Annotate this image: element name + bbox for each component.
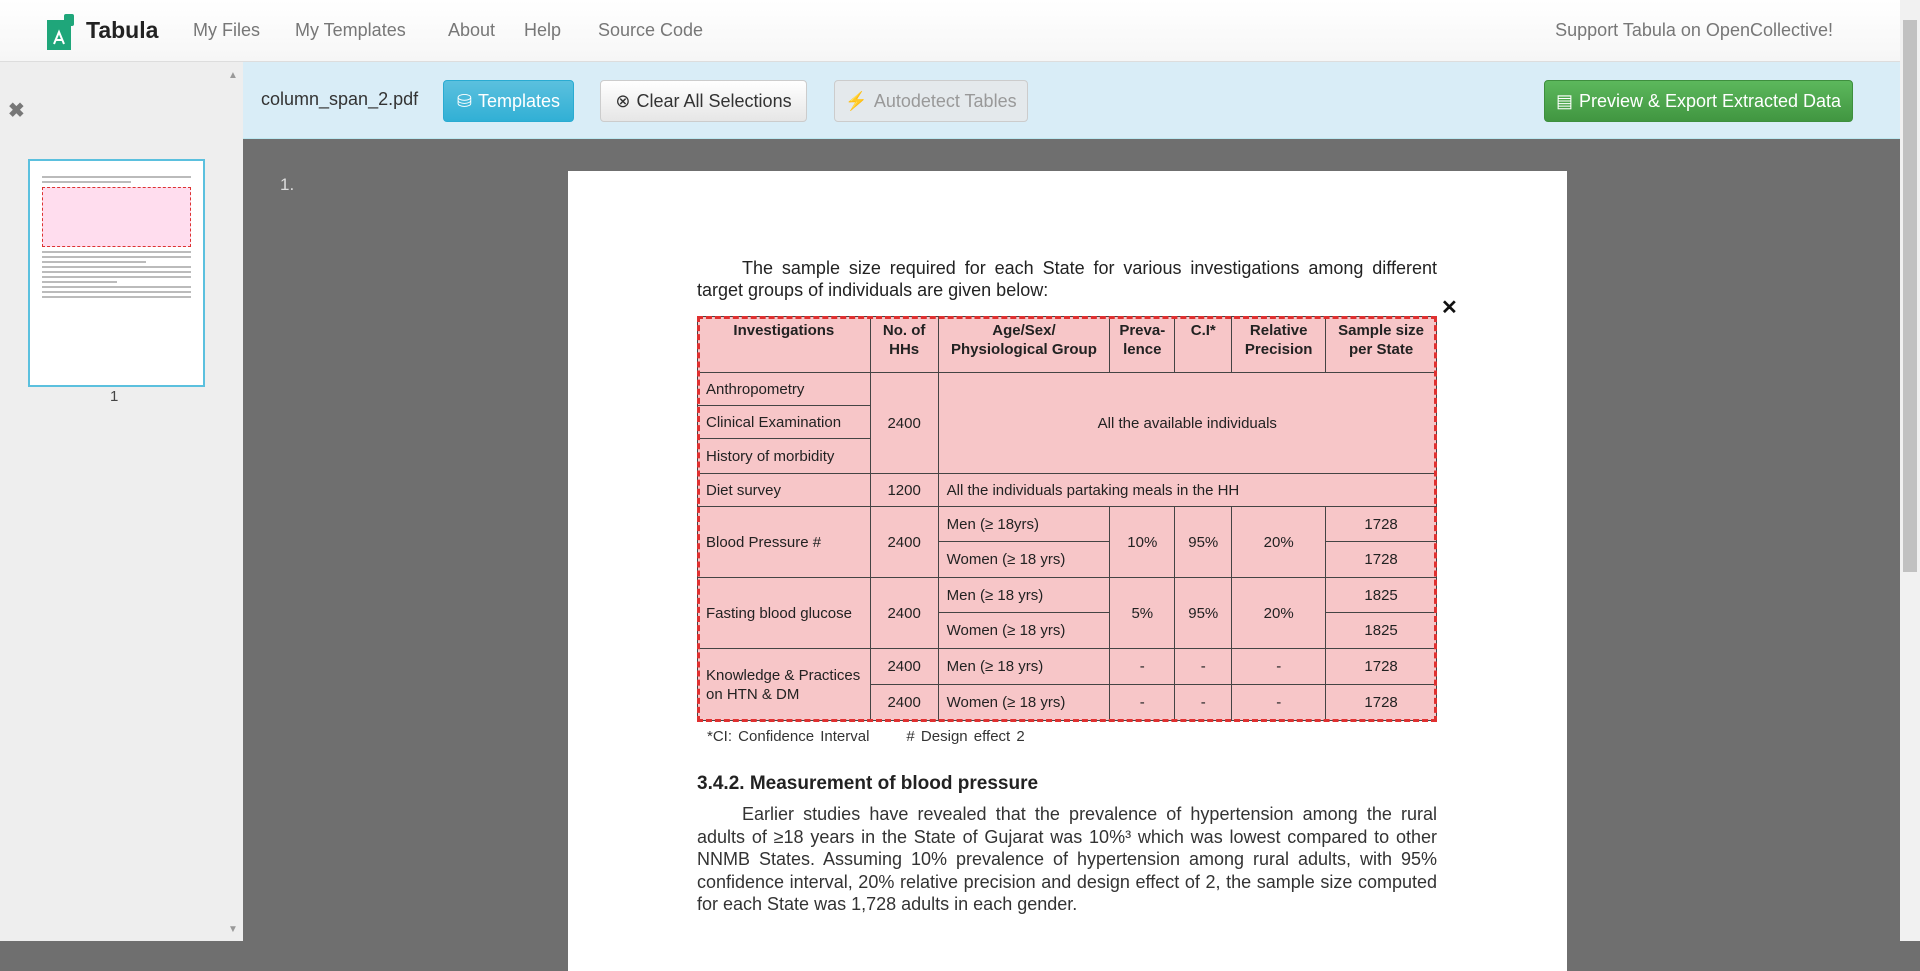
toolbar: column_span_2.pdf ⛁ Templates ⊗ Clear All … — [243, 62, 1900, 139]
table-header-row: Investigations No. of HHs Age/Sex/ Physiol… — [697, 316, 1437, 373]
footnote: *CI: Confidence Interval # Design effect… — [707, 728, 1025, 745]
nav-my-templates[interactable]: My Templates — [295, 20, 406, 40]
cell: 20% — [1231, 506, 1327, 578]
cell: 1825 — [1325, 577, 1437, 613]
table-row: History of morbidity — [697, 438, 1437, 474]
cell: All the available individuals — [937, 372, 1438, 474]
cell: All the individuals partaking meals in t… — [937, 473, 1438, 507]
cell: 10% — [1109, 506, 1176, 578]
templates-button[interactable]: ⛁ Templates — [443, 80, 574, 122]
cell: 20% — [1231, 577, 1327, 649]
section-heading: 3.4.2. Measurement of blood pressure — [697, 773, 1039, 794]
cell: Fasting blood glucose — [697, 577, 871, 649]
data-table: Investigations No. of HHs Age/Sex/ Physiol… — [697, 316, 1438, 721]
table-row: Clinical Examination — [697, 405, 1437, 439]
cell: 1728 — [1325, 506, 1437, 542]
cell: 1825 — [1325, 612, 1437, 649]
cell: Men (≥ 18 yrs) — [937, 648, 1111, 685]
nav-source-code[interactable]: Source Code — [598, 20, 704, 40]
templates-label: Templates — [478, 90, 561, 111]
cell: Men (≥ 18yrs) — [937, 506, 1111, 542]
cell: 2400 — [869, 648, 939, 685]
cell: 2400 — [869, 372, 939, 474]
cell: Diet survey — [697, 473, 871, 507]
cell: - — [1231, 648, 1327, 685]
cell: History of morbidity — [697, 438, 871, 474]
header-cell: Preva- lence — [1109, 316, 1176, 373]
support-link[interactable]: Support Tabula on OpenCollective! — [1555, 20, 1833, 40]
brand[interactable]: Tabula — [86, 17, 159, 43]
cell: 95% — [1174, 506, 1233, 578]
autodetect-tables-button[interactable]: ⚡ Autodetect Tables — [834, 80, 1028, 122]
table-row: Anthropometry 2400 All the available indiv… — [697, 372, 1438, 474]
cell: 5% — [1109, 577, 1176, 649]
cell: 1728 — [1325, 684, 1437, 721]
clear-label: Clear All Selections — [636, 90, 792, 111]
scroll-up-icon[interactable]: ▲ — [228, 70, 238, 81]
scroll-down-icon[interactable]: ▼ — [228, 924, 238, 935]
cell: - — [1231, 684, 1327, 721]
table-row: 2400 Women (≥ 18 yrs) - - -1728 — [698, 684, 1437, 721]
clear-selections-button[interactable]: ⊗ Clear All Selections — [600, 80, 807, 122]
table-row: Diet survey 1200 All the individuals parta… — [697, 473, 1438, 507]
preview-export-button[interactable]: ▤ Preview & Export Extracted Data — [1544, 80, 1853, 122]
page-number: 1. — [280, 175, 295, 194]
header-cell: No. of HHs — [869, 316, 939, 373]
cell: 95% — [1174, 577, 1233, 649]
cell: 2400 — [869, 577, 939, 649]
cell: Anthropometry — [697, 372, 871, 406]
header-cell: Investigations — [697, 316, 871, 373]
filename: column_span_2.pdf — [261, 89, 419, 109]
header-cell: C.I* — [1174, 316, 1233, 373]
cell: Knowledge & Practices on HTN & DM — [697, 648, 871, 721]
delete-page-icon[interactable]: ✖ — [8, 100, 25, 122]
circle-x-icon: ⊗ — [615, 90, 631, 111]
nav-help[interactable]: Help — [524, 20, 562, 40]
tabula-logo-icon[interactable] — [47, 14, 75, 50]
thumbnail-label: 1 — [110, 388, 119, 405]
cell: Women (≥ 18 yrs) — [937, 612, 1111, 649]
cell: 2400 — [869, 506, 939, 578]
cell: - — [1109, 684, 1176, 721]
cell: 2400 — [869, 684, 939, 721]
table-row: Blood Pressure #2400 Men (≥ 18yrs) 10% 95% 2… — [697, 506, 1437, 578]
navbar: Tabula My Files My Templates About Help … — [0, 0, 1900, 62]
header-cell: Sample size per State — [1325, 316, 1437, 373]
body-paragraph: Earlier studies have revealed that the p… — [697, 804, 1437, 914]
table-row: Knowledge & Practices on HTN & DM 2400 Men… — [697, 648, 1437, 721]
cell: Clinical Examination — [697, 405, 871, 439]
cell: - — [1174, 684, 1233, 721]
preview-label: Preview & Export Extracted Data — [1578, 90, 1842, 111]
cell: - — [1174, 648, 1233, 685]
cell: Women (≥ 18 yrs) — [937, 684, 1111, 721]
remove-selection-icon[interactable]: ✕ — [1441, 297, 1458, 319]
thumbnail-sidebar: ✖ 1 ▲ ▼ — [0, 62, 243, 941]
nav-my-files[interactable]: My Files — [193, 20, 260, 40]
nav-about[interactable]: About — [448, 20, 496, 40]
table-row: Fasting blood glucose 2400 Men (≥ 18 yrs) 5… — [697, 577, 1437, 649]
header-cell: Relative Precision — [1231, 316, 1327, 373]
cell: 1200 — [869, 473, 939, 507]
header-cell: Age/Sex/ Physiological Group — [937, 316, 1111, 373]
pdf-page[interactable]: The sample size required for each State … — [568, 171, 1567, 971]
list-icon: ▤ — [1555, 90, 1573, 111]
page-scrollbar[interactable] — [1900, 0, 1920, 941]
scrollbar-thumb[interactable] — [1903, 20, 1917, 572]
cell: Blood Pressure # — [697, 506, 871, 578]
page-thumbnail[interactable] — [28, 159, 205, 387]
cell: Men (≥ 18 yrs) — [937, 577, 1111, 613]
cell: - — [1109, 648, 1176, 685]
cell: 1728 — [1325, 541, 1437, 578]
lightning-icon: ⚡ — [845, 90, 868, 111]
templates-icon: ⛁ — [456, 90, 473, 111]
cell: Women (≥ 18 yrs) — [937, 541, 1111, 578]
intro-text: The sample size required for each State … — [697, 258, 1437, 300]
table-row: Women (≥ 18 yrs) 1728 — [698, 541, 1437, 578]
cell: 1728 — [1325, 648, 1437, 685]
autodetect-label: Autodetect Tables — [873, 90, 1017, 111]
table-row: Women (≥ 18 yrs) 1825 — [698, 612, 1437, 649]
